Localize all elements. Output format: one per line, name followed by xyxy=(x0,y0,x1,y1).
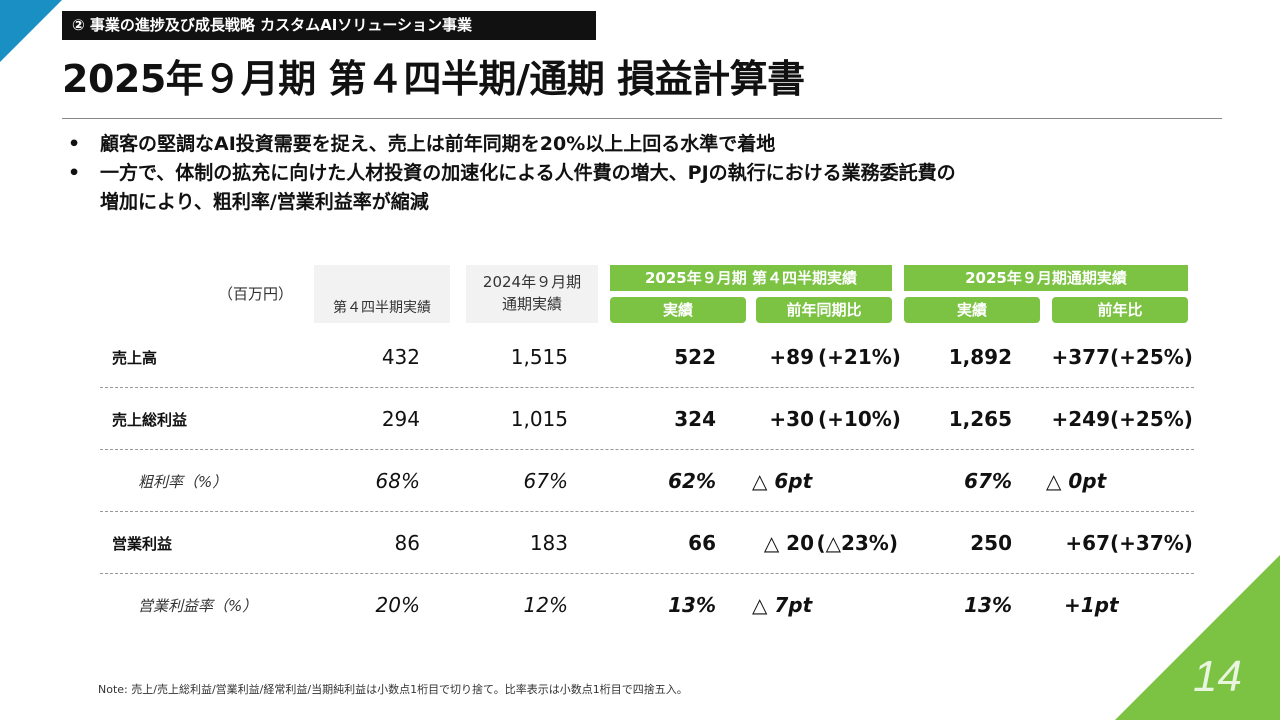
cell-fy-actual: 1,265 xyxy=(948,407,1012,431)
cell-q4-pct: (+10%) xyxy=(818,407,901,431)
cell-q4-prev: 432 xyxy=(381,345,420,369)
corner-accent-top-left xyxy=(0,0,62,62)
row-label-gross-profit: 売上総利益 xyxy=(112,411,188,429)
row-label-gross-margin: 粗利率（%） xyxy=(138,473,228,491)
cell-q4-actual: 324 xyxy=(674,407,716,431)
header-group-fy: 2025年９月期通期実績 xyxy=(904,265,1188,291)
header-q4-prev-label: 第４四半期実績 xyxy=(333,300,431,316)
bullet-item: • 顧客の堅調なAI投資需要を捉え、売上は前年同期を20%以上上回る水準で着地 xyxy=(68,130,1218,159)
cell-q4-diff: △ 6pt xyxy=(752,469,813,493)
header-q4-actual: 実績 xyxy=(610,297,746,323)
title-divider xyxy=(62,118,1222,119)
header-fy-actual: 実績 xyxy=(904,297,1040,323)
cell-fy-diff: △ 0pt xyxy=(1046,469,1107,493)
row-divider xyxy=(100,387,1194,388)
footnote: Note: 売上/売上総利益/営業利益/経常利益/当期純利益は小数点1桁目で切り… xyxy=(98,683,688,696)
cell-q4-prev: 68% xyxy=(375,469,420,493)
header-fy-prev-line1: 2024年９月期 xyxy=(482,273,582,291)
cell-fy-prev: 67% xyxy=(523,469,568,493)
bullet-text: 顧客の堅調なAI投資需要を捉え、売上は前年同期を20%以上上回る水準で着地 xyxy=(100,133,776,155)
cell-q4-diff: △ 7pt xyxy=(752,593,813,617)
page-number: 14 xyxy=(1193,652,1242,701)
row-divider xyxy=(100,573,1194,574)
corner-accent-bottom-right xyxy=(1115,555,1280,720)
row-label-operating-profit: 営業利益 xyxy=(112,535,173,553)
header-fy-yoy: 前年比 xyxy=(1052,297,1188,323)
bullet-text: 一方で、体制の拡充に向けた人材投資の加速化による人件費の増大、PJの執行における… xyxy=(100,162,956,213)
cell-q4-prev: 20% xyxy=(375,593,420,617)
header-fy-prev-line2: 通期実績 xyxy=(501,295,562,313)
header-group-q4: 2025年９月期 第４四半期実績 xyxy=(610,265,892,291)
cell-fy-actual: 67% xyxy=(964,469,1012,493)
cell-q4-diff: △ 20 xyxy=(763,531,814,555)
bullet-item: • 一方で、体制の拡充に向けた人材投資の加速化による人件費の増大、PJの執行にお… xyxy=(68,159,1218,217)
cell-q4-pct: (△23%) xyxy=(816,531,898,555)
cell-fy-prev: 183 xyxy=(529,531,568,555)
cell-fy-diff: +67 xyxy=(1065,531,1110,555)
bullet-marker: • xyxy=(68,162,81,184)
cell-q4-actual: 522 xyxy=(674,345,716,369)
cell-q4-pct: (+21%) xyxy=(818,345,901,369)
row-divider xyxy=(100,511,1194,512)
cell-q4-actual: 66 xyxy=(688,531,716,555)
section-tag: ② 事業の進捗及び成長戦略 カスタムAIソリューション事業 xyxy=(62,11,596,40)
cell-q4-diff: +30 xyxy=(769,407,814,431)
header-fy-prev: 2024年９月期 通期実績 xyxy=(466,265,598,323)
cell-q4-prev: 86 xyxy=(394,531,420,555)
cell-q4-actual: 13% xyxy=(668,593,716,617)
unit-label: （百万円） xyxy=(218,285,294,303)
header-q4-yoy: 前年同期比 xyxy=(756,297,892,323)
cell-fy-diff: +377 xyxy=(1051,345,1110,369)
cell-fy-pct: (+25%) xyxy=(1110,345,1193,369)
cell-fy-prev: 12% xyxy=(523,593,568,617)
header-q4-prev: 第４四半期実績 xyxy=(314,265,450,323)
cell-fy-diff: +249 xyxy=(1051,407,1110,431)
cell-fy-diff: +1pt xyxy=(1064,593,1119,617)
cell-fy-prev: 1,015 xyxy=(510,407,568,431)
cell-q4-prev: 294 xyxy=(381,407,420,431)
cell-q4-diff: +89 xyxy=(769,345,814,369)
bullet-marker: • xyxy=(68,133,81,155)
cell-fy-actual: 13% xyxy=(964,593,1012,617)
cell-fy-prev: 1,515 xyxy=(510,345,568,369)
row-label-revenue: 売上高 xyxy=(112,349,158,367)
page-title: 2025年９月期 第４四半期/通期 損益計算書 xyxy=(62,57,805,101)
cell-fy-pct: (+25%) xyxy=(1110,407,1193,431)
bullet-list: • 顧客の堅調なAI投資需要を捉え、売上は前年同期を20%以上上回る水準で着地 … xyxy=(68,130,1218,217)
row-label-operating-margin: 営業利益率（%） xyxy=(138,597,258,615)
cell-fy-pct: (+37%) xyxy=(1110,531,1193,555)
cell-q4-actual: 62% xyxy=(668,469,716,493)
cell-fy-actual: 1,892 xyxy=(948,345,1012,369)
cell-fy-actual: 250 xyxy=(970,531,1012,555)
row-divider xyxy=(100,449,1194,450)
